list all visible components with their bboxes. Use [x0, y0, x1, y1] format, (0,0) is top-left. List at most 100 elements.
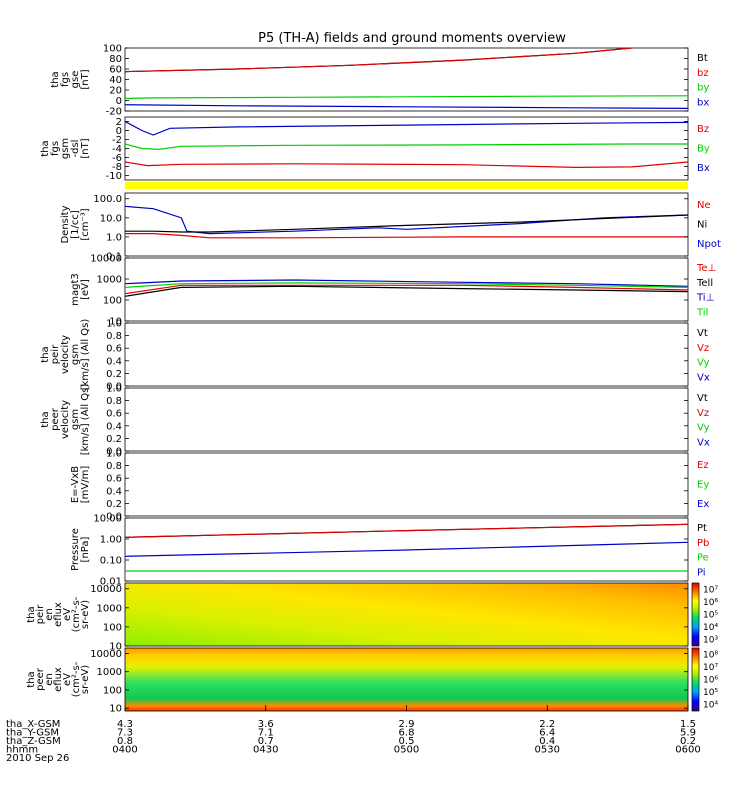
y-tick-label: 1000 [97, 603, 122, 614]
y-tick-label: 100.0 [93, 194, 122, 205]
colorbar-label: 10⁷ [703, 663, 718, 673]
legend: Ez Ey Ex [697, 460, 709, 510]
panel-pressure: 0.01 0.10 1.00 10.00 Pressure [nPa] Pt Pb Pe Pi [70, 514, 709, 588]
y-axis-label: [km/s] (All Qs) [80, 319, 91, 391]
x-tick-label: 0.7 [258, 736, 274, 747]
series-line-black [124, 47, 632, 73]
legend-entry: Bz [697, 124, 709, 135]
y-axis-label: tha [26, 606, 37, 622]
y-tick-label: 0.10 [100, 556, 122, 567]
legend-entry: Bt [697, 53, 708, 64]
x-tick-label: 0.2 [680, 736, 696, 747]
legend-entry: Npot [697, 239, 721, 250]
y-axis-label: tha [40, 140, 51, 156]
y-tick-label: 1.0 [106, 384, 122, 395]
panel-frame [124, 47, 689, 112]
y-tick-label: 0.4 [106, 356, 122, 367]
y-tick-label: 0.2 [106, 499, 122, 510]
legend-entry: By [697, 144, 710, 155]
panel-frame [124, 192, 689, 257]
panel-mode-bar [125, 182, 688, 189]
x-tick-label: 0500 [394, 745, 419, 756]
y-tick-label: -20 [106, 107, 122, 118]
panel-peir-spectrogram: 10³ 10⁴ 10⁵ 10⁶ 10⁷ 10 100 1000 10000 thapeirenef… [26, 582, 718, 653]
series-line-red [124, 284, 689, 295]
y-tick-label: 10 [109, 704, 122, 715]
y-tick-label: 1.0 [106, 232, 122, 243]
x-row-label: tha_Z-GSM [6, 736, 61, 747]
panel-frame [124, 387, 689, 452]
series-line-blue [124, 104, 689, 109]
series-line-blue [124, 120, 689, 136]
x-tick-label: 0.4 [539, 736, 555, 747]
y-axis-label: en [44, 608, 55, 621]
legend-entry: Vt [697, 393, 708, 404]
y-axis-label: [eV] [80, 279, 91, 300]
y-tick-label: 0.6 [106, 344, 122, 355]
y-axis-label: gse [70, 71, 81, 89]
colorbar-label: 10⁴ [703, 701, 718, 711]
y-axis-label: peir [35, 604, 46, 624]
colorbar-scale [691, 582, 700, 647]
y-tick-label: 10 [109, 642, 122, 653]
panel-temperature: 10 100 1000 10000 magt3 [eV] Te⊥ Tell Ti⊥ Til [70, 254, 716, 328]
x-tick-label: 5.9 [680, 728, 696, 739]
y-axis-label: eflux [53, 602, 64, 627]
y-tick-label: 0.2 [106, 369, 122, 380]
colorbar-label: 10⁵ [703, 688, 718, 698]
legend-entry: Vz [697, 343, 709, 354]
y-axis-label: magt3 [70, 273, 81, 306]
y-axis-label: peer [50, 407, 61, 431]
panel-efield: 0.0 0.2 0.40.6 0.81.0 E=-VxB [mV/m] Ez Ey Ex [70, 449, 709, 523]
legend: Te⊥ Tell Ti⊥ Til [696, 263, 716, 318]
legend: Vt Vz Vy Vx [697, 393, 710, 448]
legend-entry: Ti⊥ [696, 293, 714, 304]
y-tick-label: 1000 [97, 667, 122, 678]
y-tick-label: 0.0 [106, 512, 122, 523]
legend-entry: Ex [697, 499, 709, 510]
series-line-blue [124, 279, 689, 287]
y-axis-label: fgs [50, 141, 61, 156]
colorbar: 10³ 10⁴ 10⁵ 10⁶ 10⁷ [691, 582, 718, 647]
y-axis-label: -dsl [70, 140, 81, 158]
legend-entry: Vt [697, 328, 708, 339]
x-tick-label: 0.5 [399, 736, 415, 747]
y-axis-label: (cm²-s- [71, 596, 82, 632]
legend-entry: Vy [697, 423, 710, 434]
legend-entry: Tell [696, 278, 713, 289]
y-axis-label: tha [50, 71, 61, 87]
y-tick-label: 0.8 [106, 396, 122, 407]
y-axis-label: [km/s] (All Qs) [80, 384, 91, 456]
legend-entry: Pt [697, 523, 707, 534]
panel-frame [124, 452, 689, 517]
series-line-green [124, 143, 688, 151]
x-tick-label: 0600 [675, 745, 700, 756]
panel-frame [124, 582, 689, 647]
y-tick-label: -4 [112, 144, 122, 155]
panel-frame [124, 257, 689, 322]
legend-entry: Vx [697, 437, 710, 448]
y-tick-label: 0.8 [106, 331, 122, 342]
legend-entry: Ne [697, 200, 711, 211]
y-tick-label: 0 [116, 126, 122, 137]
x-tick-label: 0530 [535, 745, 560, 756]
y-tick-label: 0.1 [106, 252, 122, 263]
legend-entry: Bx [697, 163, 710, 174]
x-tick-label: 4.3 [117, 719, 133, 730]
colorbar-label: 10⁶ [703, 676, 718, 686]
y-tick-label: 10.00 [93, 514, 122, 525]
x-tick-label: 0400 [112, 745, 137, 756]
y-tick-label: 2 [116, 117, 122, 128]
x-tick-label: 6.4 [539, 728, 555, 739]
x-tick-label: 7.1 [258, 728, 274, 739]
colorbar: 10⁴ 10⁵ 10⁶ 10⁷ 10⁸ [691, 647, 718, 712]
y-axis-label: [1/cc] [70, 210, 81, 239]
y-tick-label: 60 [109, 65, 122, 76]
x-tick-label: 3.6 [258, 719, 274, 730]
x-tick-label: 7.3 [117, 728, 133, 739]
colorbar-label: 10⁵ [703, 611, 718, 621]
y-axis-label: gsm [70, 344, 81, 365]
legend: Ne Ni Npot [697, 200, 721, 250]
